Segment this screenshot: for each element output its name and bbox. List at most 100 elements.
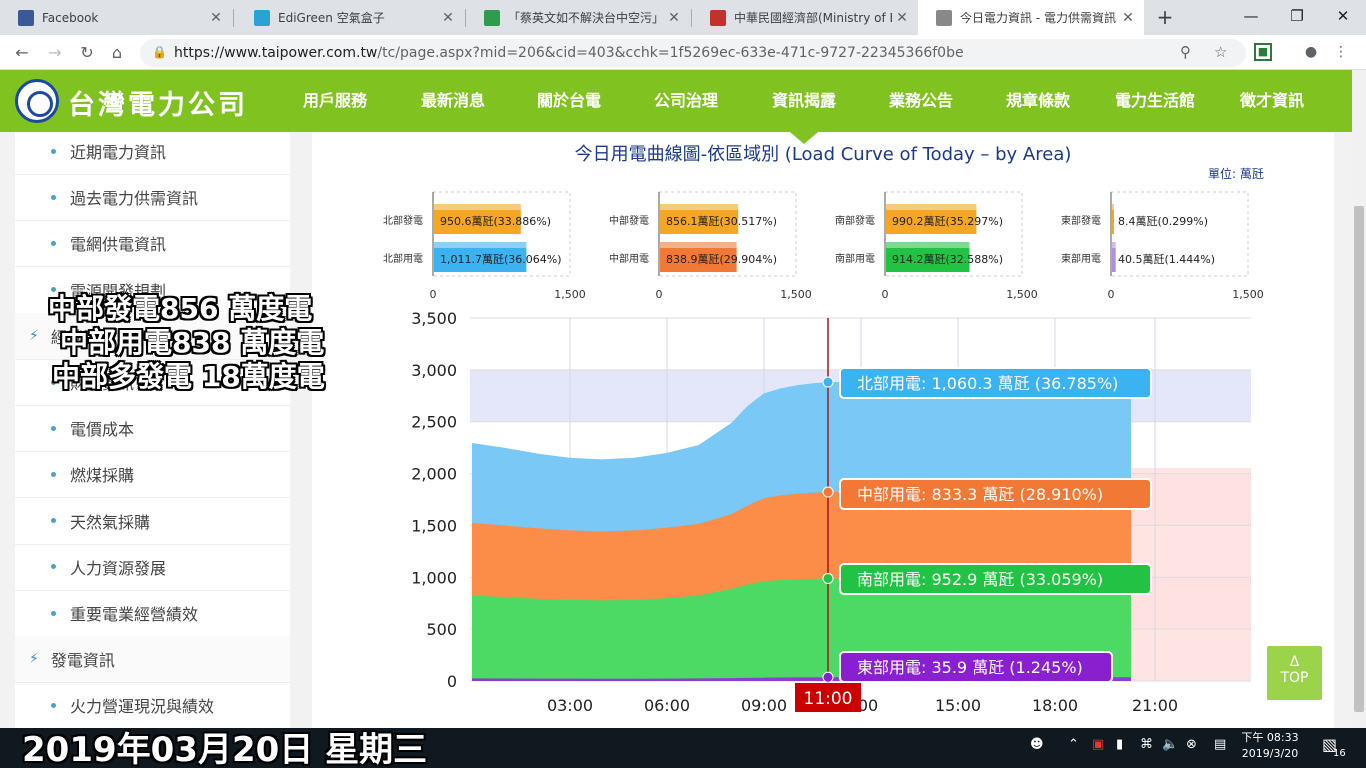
browser-tab[interactable]: 今日電力資訊 - 電力供需資訊 ✕ — [918, 0, 1144, 35]
bullet-icon — [51, 610, 56, 616]
clock-time: 下午 08:33 — [1241, 731, 1299, 744]
browser-tab[interactable]: 中華民國經濟部(Ministry of Ec ✕ — [692, 0, 918, 35]
sidebar-label: 經營資訊 — [50, 327, 115, 347]
sidebar-link[interactable]: 過去電力供需資訊 — [15, 174, 290, 220]
sidebar-link[interactable]: 電價成本 — [15, 405, 290, 451]
sidebar-link[interactable]: 人力資源發展 — [15, 544, 290, 590]
bolt-icon: ⚡ — [29, 327, 39, 344]
tab-close-icon[interactable]: ✕ — [442, 9, 454, 26]
sidebar-link[interactable]: 財務資訊 — [15, 359, 290, 405]
battery-icon[interactable]: ▮ — [1116, 737, 1124, 752]
sidebar-link[interactable]: 近期電力資訊 — [15, 128, 290, 174]
notification-icon[interactable]: ▧ — [1322, 735, 1338, 754]
sidebar-label: 近期電力資訊 — [70, 143, 167, 162]
clipboard-icon[interactable]: ▤ — [1214, 737, 1227, 752]
sidebar-divider — [15, 451, 290, 453]
bullet-icon — [51, 518, 56, 524]
date-caption: 2019年03月20日 星期三 — [22, 730, 428, 770]
sidebar-link[interactable]: 電源開發規劃 — [15, 267, 290, 313]
taskbar-clock[interactable]: 下午 08:33 2019/3/20 — [1240, 730, 1300, 762]
volume-icon[interactable]: 🔈 — [1162, 737, 1179, 752]
sidebar-category[interactable]: ⚡ 經營資訊 — [15, 312, 290, 359]
up-arrow-icon: Δ — [1289, 654, 1300, 670]
sidebar-category[interactable]: ⚡ 發電資訊 — [15, 636, 290, 683]
nav-item[interactable]: 規章條款 — [1006, 91, 1071, 110]
wifi-icon[interactable]: ⌘ — [1140, 737, 1153, 752]
minimize-button[interactable]: — — [1243, 7, 1259, 25]
caption-line-1: 中部發電856 萬度電 — [48, 292, 313, 325]
nav-item[interactable]: 電力生活館 — [1115, 91, 1196, 110]
bolt-icon: ⚡ — [29, 651, 39, 668]
url-path: /tc/page.aspx?mid=206&cid=403&cchk=1f526… — [377, 45, 964, 61]
url-domain: https://www.taipower.com.tw — [174, 45, 378, 61]
back-icon[interactable]: ← — [15, 43, 29, 62]
logo-text[interactable]: 台灣電力公司 — [68, 90, 248, 121]
sidebar-label: 財務資訊 — [70, 374, 135, 393]
sidebar — [15, 132, 290, 728]
sidebar-label: 過去電力供需資訊 — [70, 189, 199, 209]
caption-line-3: 中部多發電 18萬度電 — [52, 360, 325, 393]
nav-item[interactable]: 關於台電 — [537, 91, 602, 110]
zoom-icon[interactable]: ⚲ — [1180, 43, 1191, 61]
lock-icon: 🔒 — [152, 45, 167, 59]
bullet-icon — [51, 564, 56, 570]
maximize-button[interactable]: ❐ — [1290, 7, 1304, 25]
tab-close-icon[interactable]: ✕ — [210, 9, 222, 26]
network-icon[interactable]: ⊗ — [1186, 737, 1197, 752]
close-window-button[interactable]: ✕ — [1336, 7, 1350, 25]
extension-icon[interactable]: ■ — [1254, 43, 1272, 61]
tab-separator — [691, 9, 692, 27]
tab-favicon-icon — [936, 9, 952, 26]
tab-favicon-icon — [254, 9, 270, 26]
browser-tab[interactable]: Facebook ✕ — [0, 0, 232, 35]
bullet-icon — [51, 425, 56, 431]
nav-item[interactable]: 最新消息 — [421, 91, 486, 110]
tab-title: 「蔡英文如不解決台中空污」 — [508, 11, 664, 25]
sidebar-label: 火力營運現況與績效 — [70, 697, 215, 717]
tab-favicon-icon — [18, 9, 34, 26]
tab-close-icon[interactable]: ✕ — [896, 9, 908, 26]
antivirus-icon[interactable]: ▣ — [1092, 737, 1105, 752]
home-icon[interactable]: ⌂ — [111, 43, 123, 62]
sidebar-divider — [15, 682, 290, 684]
sidebar-link[interactable]: 天然氣採購 — [15, 498, 290, 544]
tab-close-icon[interactable]: ✕ — [1122, 9, 1134, 26]
bullet-icon — [51, 379, 56, 385]
reload-icon[interactable]: ↻ — [80, 43, 94, 62]
notification-count: 16 — [1333, 748, 1346, 759]
sidebar-link[interactable]: 火力營運現況與績效 — [15, 682, 290, 728]
back-to-top-button[interactable]: Δ TOP — [1267, 646, 1322, 700]
sidebar-label: 電價成本 — [70, 420, 135, 440]
tab-title: EdiGreen 空氣盒子 — [278, 11, 385, 25]
browser-tab[interactable]: EdiGreen 空氣盒子 ✕ — [236, 0, 464, 35]
sidebar-link[interactable]: 重要電業經營績效 — [15, 590, 290, 636]
tray-chevron-icon[interactable]: ⌃ — [1068, 737, 1079, 752]
tab-title: 中華民國經濟部(Ministry of Ec — [734, 11, 892, 25]
browser-tab[interactable]: 「蔡英文如不解決台中空污」 ✕ — [466, 0, 690, 35]
sidebar-label: 電源開發規劃 — [70, 281, 167, 301]
profile-icon[interactable]: ● — [1304, 44, 1318, 60]
sidebar-label: 燃煤採購 — [70, 466, 135, 486]
nav-item[interactable]: 業務公告 — [889, 91, 954, 110]
nav-item[interactable]: 資訊揭露 — [772, 91, 837, 110]
url-input[interactable]: 🔒 https://www.taipower.com.tw/tc/page.as… — [140, 39, 1246, 67]
menu-icon[interactable]: ⋮ — [1334, 44, 1348, 60]
sidebar-divider — [15, 589, 290, 591]
sidebar-link[interactable]: 電網供電資訊 — [15, 220, 290, 266]
bookmark-star-icon[interactable]: ☆ — [1214, 43, 1228, 61]
new-tab-button[interactable]: + — [1156, 5, 1174, 29]
nav-item[interactable]: 公司治理 — [654, 91, 719, 110]
tab-close-icon[interactable]: ✕ — [668, 9, 680, 26]
sidebar-link[interactable]: 燃煤採購 — [15, 451, 290, 497]
sidebar-divider — [15, 266, 290, 268]
nav-item[interactable]: 用戶服務 — [303, 91, 368, 110]
nav-item[interactable]: 徵才資訊 — [1240, 91, 1305, 110]
bullet-icon — [51, 702, 56, 708]
taipower-logo-icon[interactable] — [15, 79, 59, 123]
page-scrollbar-thumb[interactable] — [1354, 206, 1364, 712]
address-bar: ← → ↻ ⌂ 🔒 https://www.taipower.com.tw/tc… — [0, 35, 1366, 70]
caption-line-2: 中部用電838 萬度電 — [60, 326, 325, 359]
people-icon[interactable]: ☻ — [1030, 737, 1044, 752]
clock-date: 2019/3/20 — [1241, 747, 1299, 760]
forward-icon[interactable]: → — [48, 43, 62, 62]
